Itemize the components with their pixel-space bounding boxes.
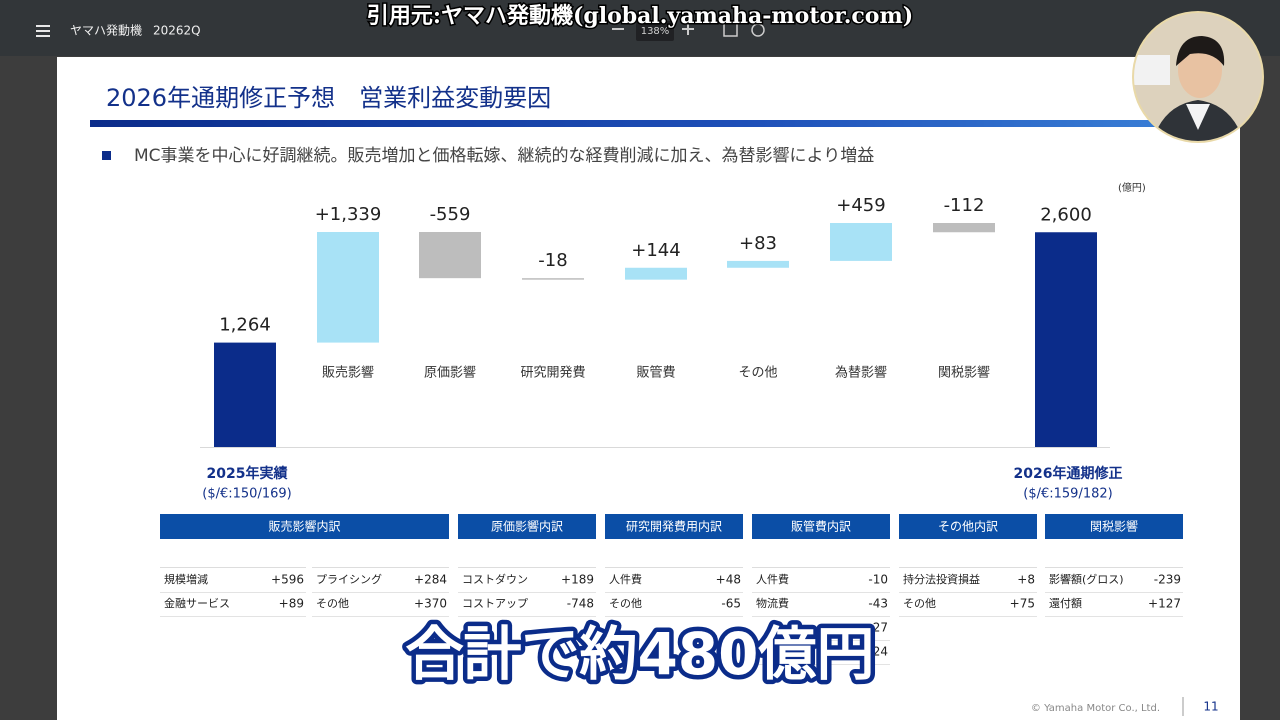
- table-item: その他: [316, 597, 349, 610]
- table-value: +48: [716, 573, 741, 587]
- value-label: 1,264: [219, 315, 271, 336]
- table-header: 研究開発費用内訳: [626, 519, 722, 534]
- bullet-text: MC事業を中心に好調継続。販売増加と価格転嫁、継続的な経費削減に加え、為替影響に…: [134, 146, 874, 166]
- table-value: -43: [868, 597, 888, 611]
- table-header-bg: [752, 514, 890, 539]
- table-value: -27: [868, 621, 888, 635]
- value-label: -112: [944, 195, 985, 216]
- table-value: +75: [1010, 597, 1035, 611]
- table-item: コストダウン: [462, 572, 528, 586]
- footer: © Yamaha Motor Co., Ltd.: [1031, 703, 1160, 714]
- table-header: その他内訳: [938, 520, 998, 534]
- table-header-bg: [899, 514, 1037, 539]
- table-value: -10: [868, 573, 888, 587]
- value-label: +1,339: [315, 204, 382, 225]
- zoom-out[interactable]: [612, 28, 624, 30]
- category-label: 2025年実績: [207, 465, 289, 482]
- table-value: -65: [721, 597, 741, 611]
- category-label: 販売影響: [322, 365, 374, 381]
- table-item: その他: [609, 597, 642, 610]
- slide-title: 2026年通期修正予想 営業利益変動要因: [106, 84, 551, 112]
- table-value: -748: [567, 597, 594, 611]
- category-note: ($/€:150/169): [202, 487, 291, 502]
- category-label: 研究開発費: [520, 365, 585, 381]
- bar: [625, 267, 687, 280]
- category-label: 2026年通期修正: [1014, 465, 1123, 482]
- table-item: 人件費: [609, 572, 642, 586]
- value-label: +459: [836, 195, 885, 216]
- category-label: 関税影響: [938, 366, 990, 381]
- title-rule: [90, 120, 1180, 127]
- rotate-icon[interactable]: [751, 23, 765, 37]
- table-header: 原価影響内訳: [491, 520, 563, 534]
- table-header: 関税影響: [1090, 520, 1138, 534]
- value-label: -559: [430, 204, 471, 225]
- bar: [419, 232, 481, 279]
- category-label: 原価影響: [424, 366, 476, 381]
- unit-label: (億円): [1118, 181, 1146, 194]
- value-label: +83: [739, 233, 777, 254]
- table-item: 還付額: [1049, 596, 1082, 610]
- table-header-bg: [1045, 514, 1183, 539]
- table-header: 販売影響内訳: [268, 519, 340, 534]
- bullet-mark: [102, 151, 111, 160]
- bar: [933, 223, 995, 233]
- table-header-bg: [160, 514, 449, 539]
- bar: [522, 278, 584, 280]
- page-number: 11: [1203, 700, 1218, 714]
- bar: [727, 260, 789, 268]
- table-value: +189: [561, 573, 594, 587]
- value-label: -18: [538, 250, 567, 271]
- table-value: -239: [1154, 573, 1181, 587]
- zoom-box[interactable]: [636, 21, 674, 41]
- webcam: [1132, 11, 1264, 143]
- table-item: プライシング: [316, 572, 382, 586]
- source-overlay: 引用元:ヤマハ発動機(global.yamaha-motor.com): [367, 3, 913, 29]
- bar: [214, 342, 276, 447]
- table-item: 規模増減: [164, 572, 208, 586]
- table-value: +370: [414, 597, 447, 611]
- value-label: 2,600: [1040, 204, 1092, 225]
- menu-icon[interactable]: [36, 25, 50, 37]
- viewer-title: ヤマハ発動機: [70, 24, 142, 38]
- table-value: +8: [1017, 573, 1035, 587]
- table-header: 販管費内訳: [791, 519, 851, 534]
- table-item: その他: [903, 597, 936, 610]
- table-item: 人件費: [756, 572, 789, 586]
- waterfall-chart: 1,264 2025年実績 ($/€:150/169) +1,339 販売影響 -559 原…: [202, 195, 1122, 502]
- table-value: +127: [1148, 597, 1181, 611]
- zoom-in[interactable]: [682, 23, 694, 35]
- value-label: +144: [631, 240, 680, 261]
- category-label: 為替影響: [835, 365, 887, 381]
- table-item: コストアップ: [462, 597, 528, 610]
- category-label: 販管費: [636, 366, 675, 381]
- table-item: 持分法投資損益: [903, 572, 980, 586]
- table-value: -224: [861, 645, 888, 659]
- table-header-bg: [458, 514, 596, 539]
- category-note: ($/€:159/182): [1023, 487, 1112, 502]
- category-label: その他: [738, 366, 777, 381]
- table-item: 物流費: [756, 596, 789, 610]
- fit-icon[interactable]: [723, 22, 738, 37]
- table-header-bg: [605, 514, 743, 539]
- bar: [830, 223, 892, 261]
- bar: [317, 232, 379, 343]
- table-value: +89: [279, 597, 304, 611]
- viewer-file: 20262Q: [153, 24, 201, 38]
- caption: 合計で約480億円: [405, 620, 874, 688]
- table-value: +284: [414, 573, 447, 587]
- zoom-level: 138%: [641, 26, 670, 37]
- table-item: 金融サービス: [164, 597, 230, 610]
- bar: [1035, 232, 1097, 447]
- table-value: +596: [271, 573, 304, 587]
- table-item: 影響額(グロス): [1049, 572, 1124, 586]
